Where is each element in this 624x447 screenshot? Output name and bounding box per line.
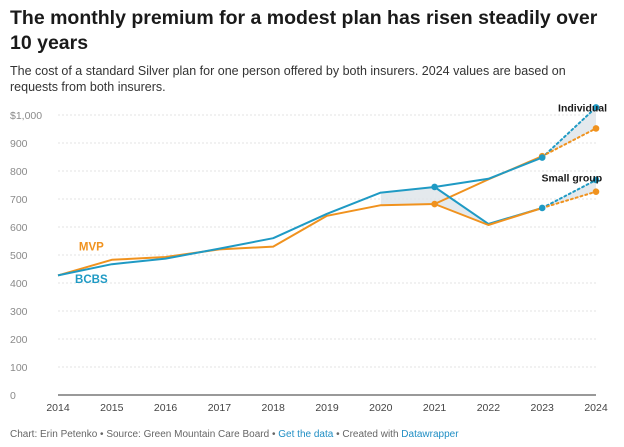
datawrapper-link[interactable]: Datawrapper [401,429,459,440]
x-tick-label: 2020 [369,402,393,414]
footer-separator: • [269,429,279,440]
data-point-mvp [431,200,438,208]
data-point-bcbs [538,154,546,161]
series-line-mvp [57,155,543,277]
projection-line-bcbs [541,106,597,159]
x-tick-label: 2016 [154,402,178,414]
y-tick-label: $1,000 [10,110,42,122]
projection-line-mvp [541,127,597,158]
chart-footer: Chart: Erin Petenko • Source: Green Moun… [10,429,459,440]
footer-credit: Chart: Erin Petenko [10,429,98,440]
x-tick-label: 2017 [208,402,232,414]
y-tick-label: 600 [10,222,28,234]
x-tick-label: 2014 [46,402,70,414]
projection-line-mvp [541,190,597,209]
x-tick-label: 2018 [262,402,286,414]
data-point-mvp [592,188,600,196]
projection-line-bcbs [541,179,597,209]
chart-title: The monthly premium for a modest plan ha… [10,7,598,54]
x-tick-label: 2024 [584,402,608,414]
data-point-bcbs [431,183,438,191]
footer-created-prefix: Created with [342,429,399,440]
y-tick-label: 700 [10,194,28,206]
y-tick-label: 400 [10,278,28,290]
y-tick-label: 900 [10,138,28,150]
data-point-bcbs [538,204,546,212]
footer-source: Source: Green Mountain Care Board [106,429,270,440]
difference-band [434,187,543,225]
chart-subtitle: The cost of a standard Silver plan for o… [10,64,566,94]
x-tick-label: 2023 [531,402,555,414]
series-label-mvp: MVP [79,242,104,254]
annotation-label: Small group [541,173,602,185]
data-point-bcbs [592,104,600,111]
x-tick-label: 2021 [423,402,447,414]
series-label-bcbs: BCBS [75,274,108,286]
y-tick-label: 100 [10,362,28,374]
y-tick-label: 800 [10,166,28,178]
y-tick-label: 200 [10,334,28,346]
annotation-label: Individual [558,102,607,114]
x-tick-label: 2015 [100,402,124,414]
x-tick-label: 2019 [315,402,339,414]
segment-line-mvp [434,203,543,226]
footer-separator: • [333,429,343,440]
data-point-mvp [592,125,600,132]
y-tick-label: 300 [10,306,28,318]
y-tick-label: 500 [10,250,28,262]
data-point-bcbs [592,176,600,184]
get-data-link[interactable]: Get the data [278,429,334,440]
series-line-bcbs [57,156,543,277]
footer-separator: • [97,429,107,440]
projection-band [542,107,596,158]
y-tick-label: 0 [10,390,16,402]
x-tick-label: 2022 [477,402,501,414]
